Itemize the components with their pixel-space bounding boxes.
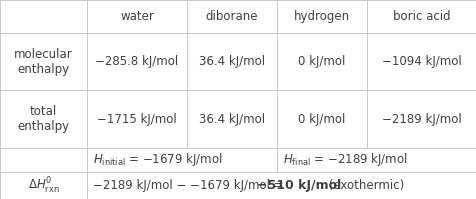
Text: total
enthalpy: total enthalpy: [18, 105, 69, 133]
Text: $\mathit{H}_{\rm initial}$ = −1679 kJ/mol: $\mathit{H}_{\rm initial}$ = −1679 kJ/mo…: [93, 151, 223, 169]
Bar: [187, 90, 277, 148]
Text: 36.4 kJ/mol: 36.4 kJ/mol: [199, 112, 265, 126]
Text: molecular
enthalpy: molecular enthalpy: [14, 48, 73, 75]
Text: 0 kJ/mol: 0 kJ/mol: [298, 55, 346, 68]
Text: 36.4 kJ/mol: 36.4 kJ/mol: [199, 55, 265, 68]
Bar: [367, 33, 476, 90]
Bar: [277, 0, 367, 33]
Bar: [367, 0, 476, 33]
Bar: [187, 33, 277, 90]
Bar: [87, 172, 476, 199]
Bar: [277, 33, 367, 90]
Bar: [277, 90, 367, 148]
Bar: [87, 90, 187, 148]
Text: boric acid: boric acid: [393, 10, 450, 23]
Text: −2189 kJ/mol − −1679 kJ/mol =: −2189 kJ/mol − −1679 kJ/mol =: [93, 179, 288, 192]
Bar: [0, 148, 87, 172]
Bar: [0, 172, 87, 199]
Text: −1094 kJ/mol: −1094 kJ/mol: [382, 55, 461, 68]
Bar: [0, 33, 87, 90]
Bar: [87, 148, 277, 172]
Text: −510 kJ/mol: −510 kJ/mol: [257, 179, 341, 192]
Text: −2189 kJ/mol: −2189 kJ/mol: [382, 112, 461, 126]
Text: (exothermic): (exothermic): [325, 179, 404, 192]
Text: −285.8 kJ/mol: −285.8 kJ/mol: [95, 55, 178, 68]
Bar: [187, 0, 277, 33]
Text: $\Delta H^0_{\rm rxn}$: $\Delta H^0_{\rm rxn}$: [28, 176, 60, 196]
Bar: [277, 148, 476, 172]
Bar: [87, 0, 187, 33]
Bar: [0, 90, 87, 148]
Text: 0 kJ/mol: 0 kJ/mol: [298, 112, 346, 126]
Bar: [0, 0, 87, 33]
Bar: [87, 33, 187, 90]
Text: −1715 kJ/mol: −1715 kJ/mol: [97, 112, 177, 126]
Bar: [367, 90, 476, 148]
Text: hydrogen: hydrogen: [294, 10, 350, 23]
Text: diborane: diborane: [206, 10, 258, 23]
Text: water: water: [120, 10, 154, 23]
Text: $\mathit{H}_{\rm final}$ = −2189 kJ/mol: $\mathit{H}_{\rm final}$ = −2189 kJ/mol: [283, 151, 408, 169]
